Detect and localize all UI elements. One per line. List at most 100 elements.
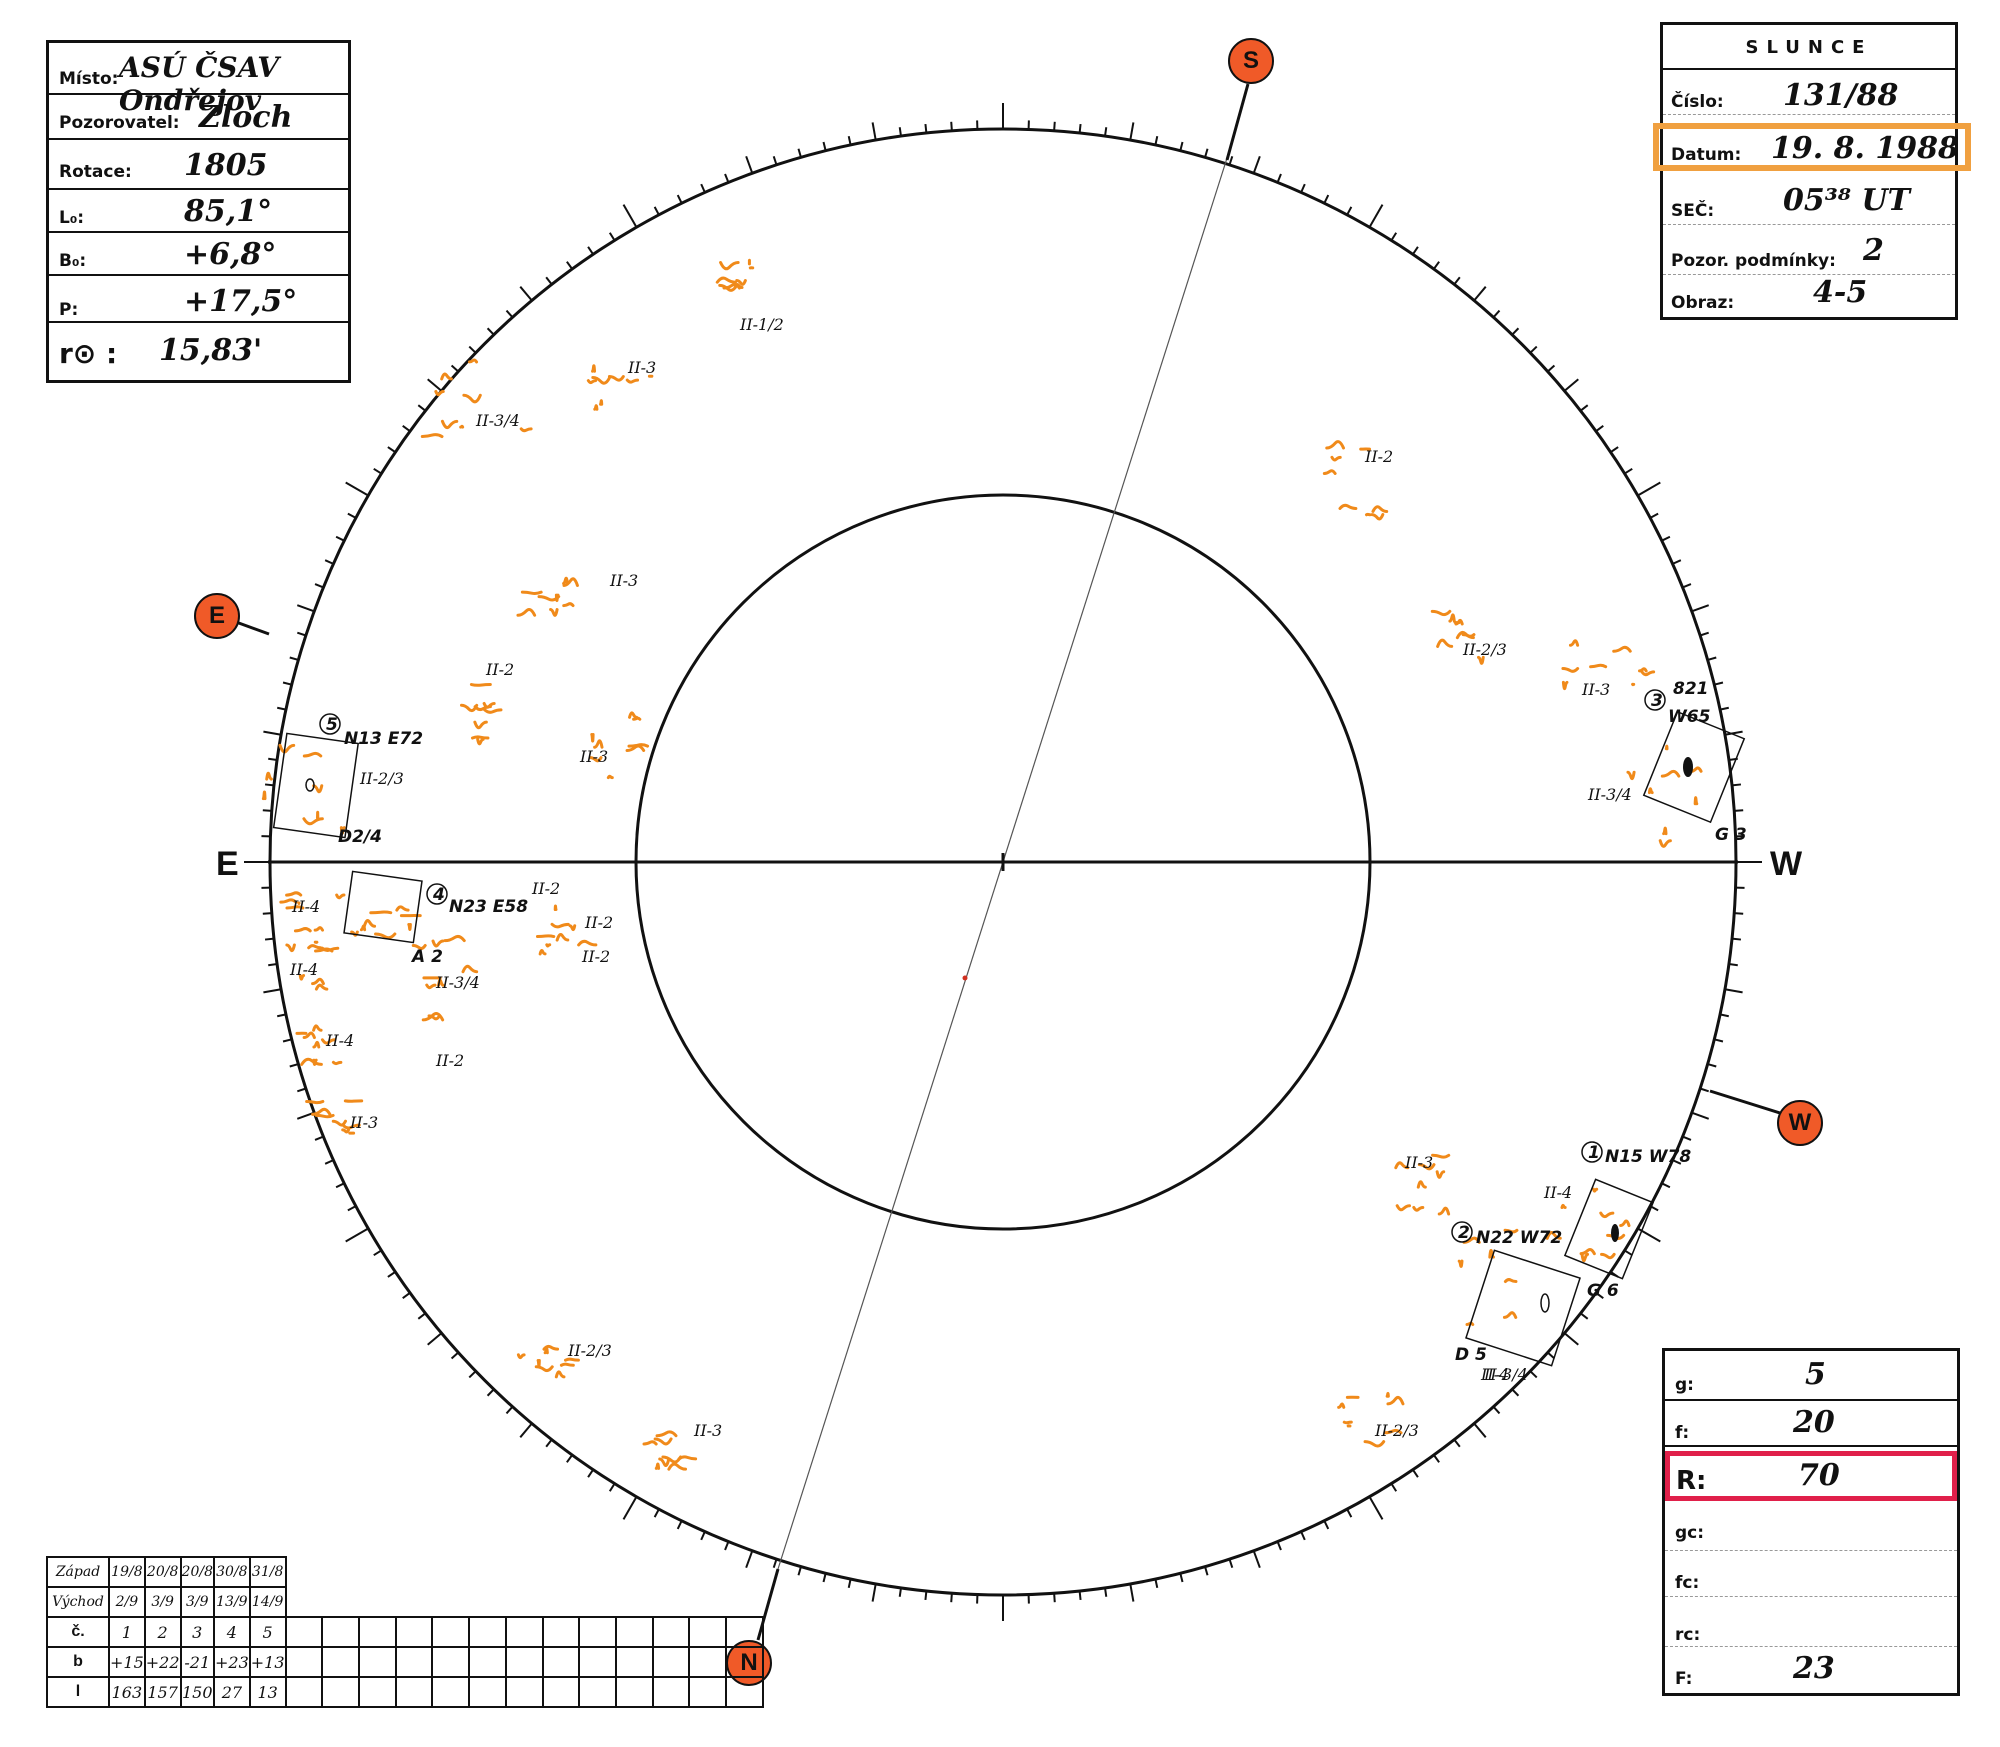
scale-tick xyxy=(1473,1422,1487,1438)
cell: +23 xyxy=(212,1646,251,1678)
F-label: F: xyxy=(1675,1669,1693,1689)
group-2-class-label: D 5 xyxy=(1455,1345,1487,1365)
facula-label: II-3 xyxy=(579,747,608,766)
facula-mark xyxy=(462,393,482,404)
facula-mark xyxy=(278,743,296,754)
zapad-label: Západ xyxy=(46,1556,110,1588)
facula-mark xyxy=(293,927,312,933)
group-4-number: 4 xyxy=(432,885,445,905)
scale-tick xyxy=(373,467,382,475)
facula-mark xyxy=(1561,667,1580,673)
facula-mark xyxy=(562,577,579,587)
w-marker-line xyxy=(1709,1089,1781,1115)
groups-table: Západ 19/8 20/8 20/8 30/8 31/8 Východ 2/… xyxy=(46,1556,764,1708)
scale-tick xyxy=(1453,1438,1461,1448)
facula-label: II-1/2 xyxy=(739,315,784,334)
scale-tick xyxy=(1204,148,1209,158)
faculae-labels: II-1/2 II-3 II-3/4 II-2 II-3 II-2 II-3 I… xyxy=(289,315,1632,1440)
facula-mark xyxy=(471,735,490,740)
facula-mark xyxy=(469,683,492,687)
scale-tick xyxy=(373,1249,382,1257)
facula-mark xyxy=(285,943,296,953)
rc-label: rc: xyxy=(1675,1625,1701,1645)
facula-mark xyxy=(341,1128,351,1134)
group-1-class-label: G 6 xyxy=(1587,1281,1619,1301)
facula-mark xyxy=(1325,440,1345,450)
scale-tick xyxy=(745,1550,754,1569)
facula-mark xyxy=(625,744,646,752)
sun-title: SLUNCE xyxy=(1745,37,1873,58)
datum-value: 19. 8. 1988 xyxy=(1771,131,1959,166)
facula-mark xyxy=(549,608,559,617)
cell: 157 xyxy=(143,1676,182,1708)
facula-mark xyxy=(407,923,412,931)
group-4-box: 4 N23 E58 xyxy=(343,870,528,944)
facula-mark xyxy=(661,1455,683,1464)
vychod-row: Východ 2/9 3/9 3/9 13/9 14/9 xyxy=(46,1586,763,1618)
facula-mark xyxy=(1371,505,1389,513)
facula-label: II-2/3 xyxy=(567,1341,612,1360)
f-label: f: xyxy=(1675,1423,1690,1443)
group-4-class-label: A 2 xyxy=(410,947,443,967)
scale-tick xyxy=(1368,204,1384,228)
facula-mark xyxy=(718,283,739,292)
l-row: l 163 157 150 27 13 xyxy=(46,1676,764,1708)
obraz-value: 4-5 xyxy=(1813,275,1868,310)
facula-mark xyxy=(434,389,445,397)
facula-mark xyxy=(1600,1252,1616,1260)
facula-mark xyxy=(298,974,306,981)
cell: 1 xyxy=(108,1616,146,1648)
cell: 20/8 xyxy=(179,1556,215,1588)
scale-tick xyxy=(822,1572,827,1583)
facula-mark xyxy=(395,905,410,912)
scale-tick xyxy=(1563,1332,1579,1346)
scale-tick xyxy=(345,481,369,497)
facula-mark xyxy=(555,933,570,942)
facula-mark xyxy=(312,1024,323,1032)
cell: 163 xyxy=(108,1676,146,1708)
facula-mark xyxy=(642,1440,658,1446)
scale-tick xyxy=(1473,286,1487,302)
F-row: F: 23 xyxy=(1665,1647,1957,1693)
facula-mark xyxy=(279,898,298,904)
facula-mark xyxy=(437,978,445,987)
cell: -21 xyxy=(179,1646,215,1678)
facula-mark xyxy=(339,826,346,835)
s-marker-line xyxy=(1225,83,1250,161)
facula-mark xyxy=(331,1060,343,1066)
facula-mark xyxy=(374,932,397,940)
group-3-coords: W65 xyxy=(1668,707,1710,727)
group-1-coords: N15 W78 xyxy=(1605,1147,1691,1167)
facula-label: II-3/4 xyxy=(1483,1365,1528,1384)
scale-tick xyxy=(1323,194,1330,204)
facula-mark xyxy=(1370,513,1385,521)
scale-tick xyxy=(263,988,282,994)
facula-mark xyxy=(313,926,324,932)
cislo-label: Číslo: xyxy=(1671,92,1724,112)
cell: 2 xyxy=(143,1616,182,1648)
facula-mark xyxy=(554,593,560,602)
group-5-box: 5 N13 E72 xyxy=(272,713,423,839)
facula-mark xyxy=(520,590,543,595)
pozorovatel-label: Pozorovatel: xyxy=(59,113,180,133)
misto-row: Místo: ASÚ ČSAV Ondřejov xyxy=(49,43,348,117)
group-1-box: 1 N15 W78 xyxy=(1563,1141,1691,1280)
facula-mark xyxy=(1619,1219,1631,1228)
facula-mark xyxy=(1337,1402,1346,1409)
facula-mark xyxy=(265,771,273,781)
facula-mark xyxy=(421,1012,445,1022)
scale-tick xyxy=(871,1583,877,1602)
pozorovatel-row: Pozorovatel: Zloch xyxy=(49,95,348,140)
p-row: P: +17,5° xyxy=(49,276,348,323)
facula-mark xyxy=(302,817,324,826)
south-marker: S xyxy=(1228,38,1274,84)
facula-mark xyxy=(1395,1204,1411,1212)
r-label: R: xyxy=(1676,1466,1707,1496)
facula-label: II-3 xyxy=(1581,680,1610,699)
cell: 5 xyxy=(248,1616,287,1648)
facula-mark xyxy=(1560,1203,1567,1210)
facula-mark xyxy=(733,283,744,290)
scale-tick xyxy=(402,1292,411,1299)
cell: 3/9 xyxy=(143,1586,182,1618)
